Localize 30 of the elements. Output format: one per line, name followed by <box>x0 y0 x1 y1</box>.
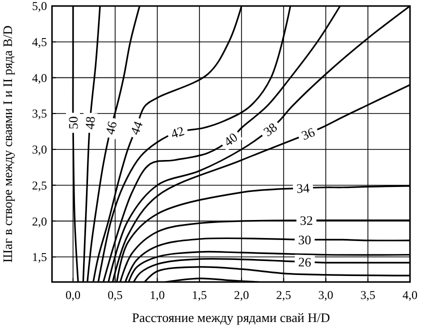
x-axis-title: Расстояние между рядами свай H/D <box>132 310 330 325</box>
y-tick-label: 1,5 <box>32 250 47 264</box>
x-tick-label: 3,0 <box>318 288 334 302</box>
series-label: 36 <box>299 124 318 144</box>
x-tick-label: 4,0 <box>402 288 418 302</box>
y-tick-label: 2,0 <box>32 214 47 228</box>
y-tick-label: 3,0 <box>32 142 47 157</box>
series-label: 32 <box>300 212 314 228</box>
y-tick-label: 5,0 <box>32 0 47 14</box>
series-label: 40 <box>220 129 240 150</box>
y-tick-label: 4,0 <box>32 70 47 85</box>
y-tick-label: 3,5 <box>32 106 47 121</box>
y-tick-label: 4,5 <box>32 35 47 50</box>
series-label: 48 <box>82 116 98 130</box>
series-label: 26 <box>298 254 312 270</box>
x-tick-label: 1,0 <box>150 288 165 302</box>
series-label: 46 <box>102 119 120 136</box>
x-tick-label: 2,5 <box>276 288 292 302</box>
series-label: 38 <box>260 119 280 140</box>
series-label: 34 <box>296 180 310 196</box>
x-tick-label: 3,5 <box>360 288 376 302</box>
x-tick-label: 2,0 <box>234 288 250 302</box>
y-axis-title: Шаг в створе между сваями I и II ряда B/D <box>0 25 15 263</box>
series-label: 44 <box>126 118 146 137</box>
series-label: 42 <box>169 123 186 142</box>
y-tick-label: 2,5 <box>32 178 47 192</box>
x-tick-label: 0,5 <box>108 288 123 302</box>
series-label: 50 <box>66 116 81 130</box>
x-tick-label: 1,5 <box>192 288 207 302</box>
x-tick-label: 0,0 <box>66 288 81 302</box>
